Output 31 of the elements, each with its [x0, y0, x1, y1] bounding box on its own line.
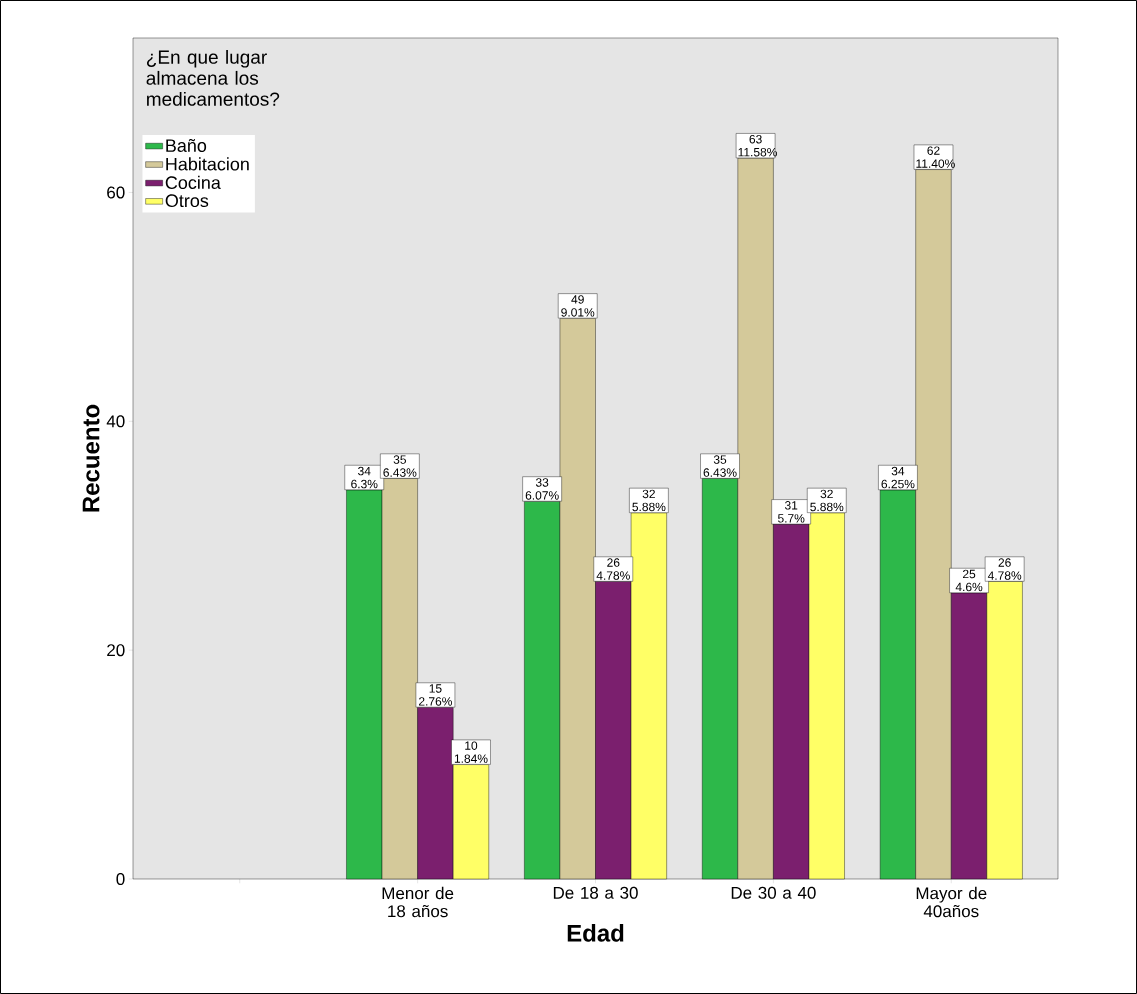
data-label: 34 6.3% — [351, 466, 378, 489]
data-label: 26 4.78% — [987, 558, 1022, 580]
data-label: 49 9.01% — [561, 295, 595, 317]
data-label: 34 6.25% — [881, 466, 915, 489]
data-label: 25 4.6% — [955, 569, 983, 592]
legend-label: Habitacion — [166, 157, 249, 171]
data-label: 33 6.07% — [525, 478, 559, 500]
legend-title: ¿En que lugar almacena los medicamentos? — [146, 49, 280, 106]
data-label: 10 1.84% — [454, 741, 488, 763]
y-tick-label: 20 — [107, 644, 125, 657]
legend-label: Cocina — [165, 175, 221, 190]
x-axis-title: Edad — [567, 924, 624, 942]
data-label: 26 4.78% — [596, 558, 630, 580]
y-axis-title: Recuento — [82, 404, 100, 512]
data-label: 62 11.40% — [916, 146, 955, 168]
x-tick-label: Menor de 18 años — [382, 886, 454, 918]
x-tick-label: Mayor de 40años — [916, 886, 987, 918]
y-tick-label: 40 — [106, 415, 125, 428]
data-label: 32 5.88% — [810, 489, 844, 512]
x-tick-label: De 18 a 30 — [553, 886, 638, 899]
data-label: 32 5.88% — [632, 489, 666, 512]
data-label: 15 2.76% — [419, 684, 452, 706]
data-label: 63 11.58% — [738, 134, 777, 157]
data-label: 35 6.43% — [383, 455, 417, 477]
x-tick-label: De 30 a 40 — [731, 886, 816, 899]
data-label: 35 6.43% — [703, 455, 737, 477]
data-label: 31 5.7% — [777, 501, 805, 523]
legend-label: Baño — [166, 138, 207, 152]
y-tick-label: 0 — [116, 872, 125, 886]
legend-label: Otros — [165, 194, 209, 208]
y-tick-label: 60 — [107, 186, 125, 199]
